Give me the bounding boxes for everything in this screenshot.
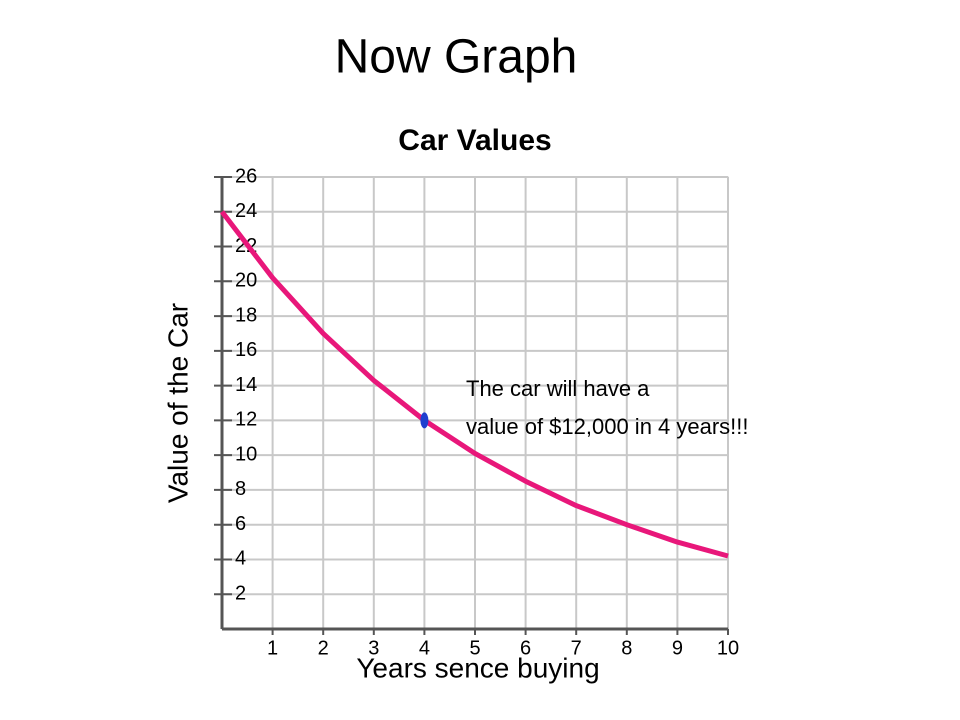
y-tick-label: 6 [235,513,246,535]
y-tick-label: 16 [235,339,257,361]
x-tick-label: 2 [318,637,329,659]
line [220,210,729,559]
x-tick-label: 8 [621,637,632,659]
x-tick-label: 9 [672,637,683,659]
annotation: The car will have a [466,376,650,401]
highlight-point [420,412,429,429]
x-tick-label: 10 [717,637,739,659]
x-tick-label: 7 [571,637,582,659]
y-tick-label: 26 [235,165,257,187]
x-tick-label: 6 [520,637,531,659]
x-tick-label: 4 [419,637,430,659]
y-tick-label: 2 [235,583,246,605]
x-tick-label: 5 [469,637,480,659]
y-tick-label: 4 [235,548,246,570]
slide-title: Now Graph [335,31,578,84]
y-tick-label: 10 [235,443,257,465]
y-tick-label: 12 [235,409,257,431]
y-tick-label: 8 [235,478,246,500]
x-axis-label: Years sence buying [356,652,599,683]
x-tick-label: 3 [368,637,379,659]
chart-title: Car Values [398,124,551,157]
y-tick-label: 18 [235,304,257,326]
y-tick-label: 20 [235,270,257,292]
y-axis-label: Value of the Car [162,303,193,503]
x-tick-label: 1 [267,637,278,659]
y-tick-label: 14 [235,374,257,396]
y-tick-label: 24 [235,200,257,222]
annotation: value of $12,000 in 4 years!!! [466,414,749,439]
